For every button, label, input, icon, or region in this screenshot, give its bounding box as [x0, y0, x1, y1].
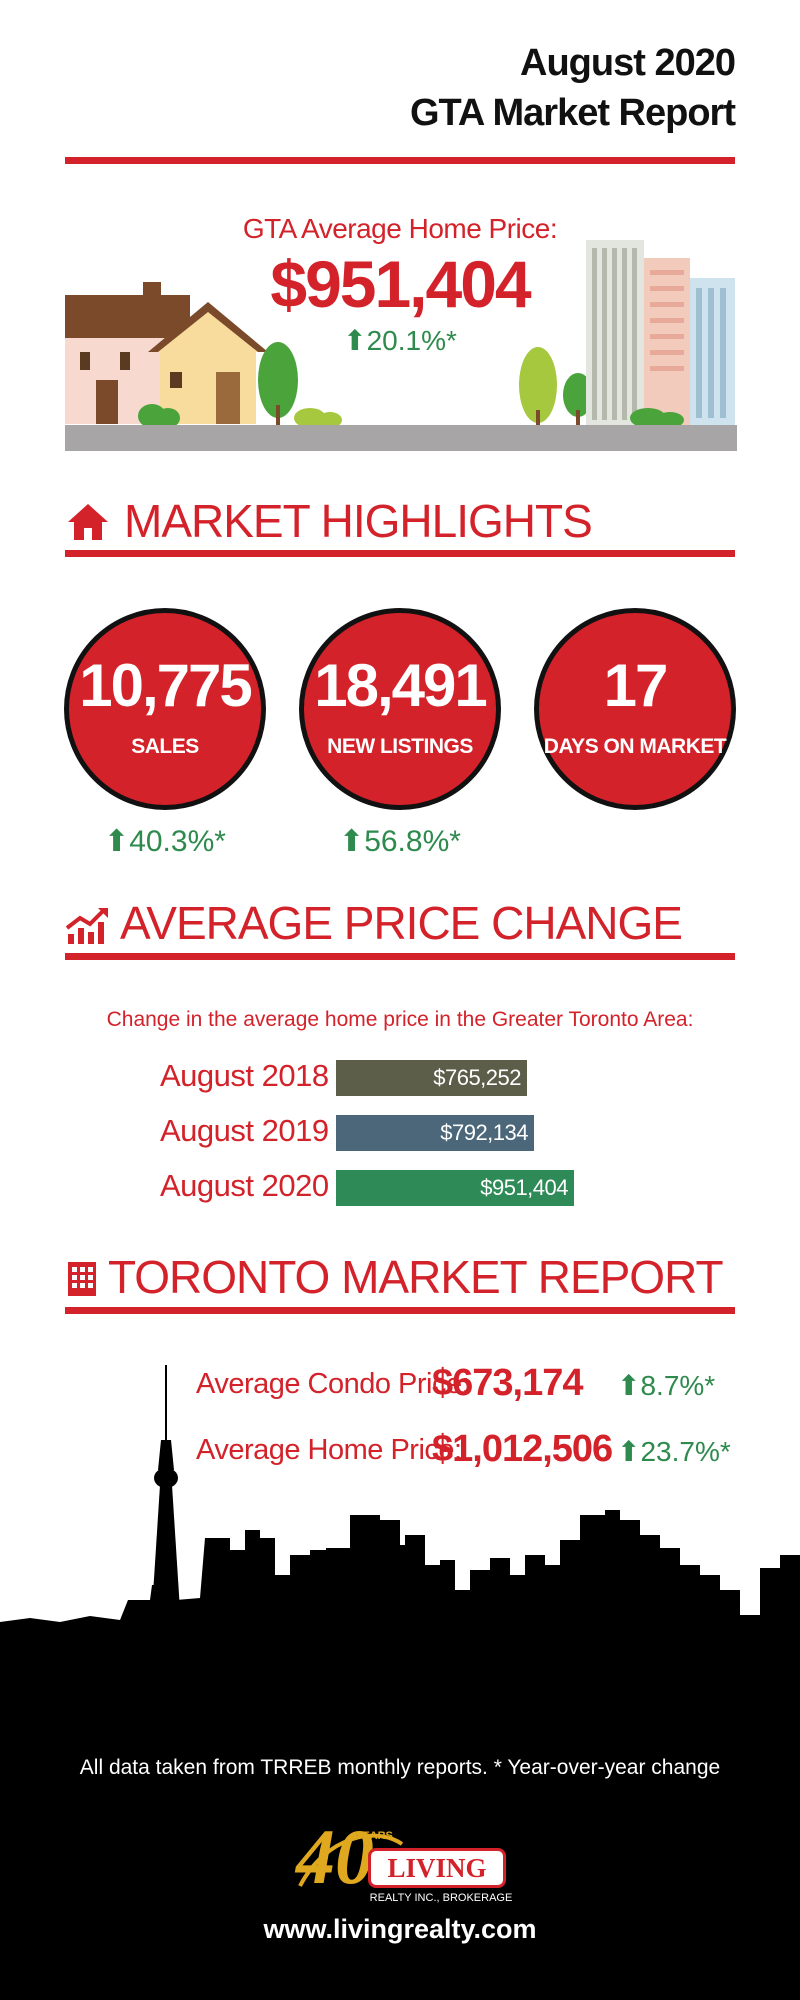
- section-title-highlights: MARKET HIGHLIGHTS: [124, 495, 593, 547]
- toronto-rule: [65, 1307, 735, 1314]
- stat-circle-sales: 10,775 SALES: [64, 608, 266, 810]
- stat-value: 10,775: [79, 652, 253, 719]
- ground-strip: [65, 425, 737, 451]
- condo-price-value: $673,174: [432, 1362, 583, 1404]
- gta-price-change: ⬆20.1%*: [343, 325, 457, 356]
- bar-value-label: $765,252: [433, 1065, 521, 1090]
- home-price-change: ⬆23.7%*: [617, 1436, 731, 1467]
- living-realty-logo: LIVING: [368, 1848, 506, 1888]
- up-arrow-icon: ⬆: [343, 325, 367, 356]
- stat-value: 17: [603, 652, 669, 719]
- highlights-rule: [65, 550, 735, 557]
- logo-years-text: YEARS: [355, 1830, 393, 1842]
- up-arrow-icon: ⬆: [104, 825, 130, 858]
- data-source-note: All data taken from TRREB monthly report…: [79, 1756, 721, 1779]
- logo-brokerage-text: REALTY INC., BROKERAGE: [369, 1892, 513, 1904]
- sales-change: ⬆40.3%*: [104, 825, 226, 858]
- house-icon: [68, 504, 108, 540]
- home-price-label: Average Home Price:: [196, 1434, 462, 1466]
- bar-category-label: August 2020: [160, 1168, 329, 1203]
- report-title-date: August 2020: [520, 42, 736, 84]
- home-price-value: $1,012,506: [432, 1428, 613, 1470]
- new-listings-change: ⬆56.8%*: [339, 825, 461, 858]
- report-title: GTA Market Report: [409, 92, 736, 134]
- gta-price-label: GTA Average Home Price:: [242, 213, 558, 244]
- toronto-skyline-silhouette: [0, 1365, 800, 1650]
- bar-category-label: August 2018: [160, 1058, 329, 1093]
- logo-anniversary-number: 40: [296, 1813, 374, 1900]
- stat-label: SALES: [131, 735, 199, 758]
- anniversary-swoosh: [298, 1833, 404, 1887]
- condo-price-change: ⬆8.7%*: [617, 1370, 716, 1401]
- bar-category-label: August 2019: [160, 1113, 329, 1148]
- price-bar: $951,404: [336, 1170, 574, 1206]
- stat-label: NEW LISTINGS: [327, 735, 473, 758]
- section-title-price-change: AVERAGE PRICE CHANGE: [120, 897, 683, 949]
- bar-value-label: $792,134: [440, 1120, 528, 1145]
- up-arrow-icon: ⬆: [617, 1370, 641, 1401]
- price-change-rule: [65, 953, 735, 960]
- header-rule: [65, 157, 735, 164]
- price-bar: $792,134: [336, 1115, 534, 1151]
- building-icon: [68, 1262, 96, 1296]
- up-arrow-icon: ⬆: [339, 825, 365, 858]
- chart-subtitle: Change in the average home price in the …: [106, 1008, 694, 1031]
- gta-average-price: $951,404: [270, 247, 531, 321]
- section-title-toronto: TORONTO MARKET REPORT: [108, 1251, 724, 1303]
- stat-value: 18,491: [314, 652, 488, 719]
- condo-price-label: Average Condo Price:: [196, 1368, 470, 1400]
- up-arrow-icon: ⬆: [617, 1436, 641, 1467]
- trend-chart-icon: [65, 908, 108, 944]
- stat-label: DAYS ON MARKET: [543, 735, 727, 758]
- stat-circle-days-on-market: 17 DAYS ON MARKET: [534, 608, 736, 810]
- stat-circle-new-listings: 18,491 NEW LISTINGS: [299, 608, 501, 810]
- price-bar: $765,252: [336, 1060, 527, 1096]
- bar-value-label: $951,404: [480, 1175, 568, 1200]
- website-link[interactable]: www.livingrealty.com: [263, 1914, 537, 1944]
- neighborhood-illustration: [65, 240, 735, 428]
- footer: [0, 1640, 800, 2000]
